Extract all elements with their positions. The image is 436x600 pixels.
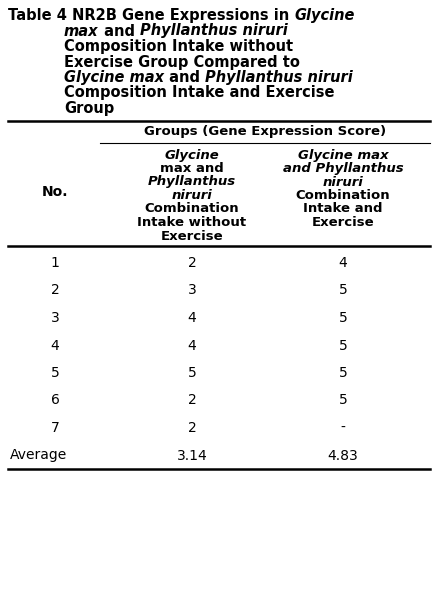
Text: Glycine max: Glycine max xyxy=(298,148,388,161)
Text: 5: 5 xyxy=(187,366,196,380)
Text: 5: 5 xyxy=(51,366,59,380)
Text: 1: 1 xyxy=(51,256,59,270)
Text: 4: 4 xyxy=(187,311,196,325)
Text: 2: 2 xyxy=(187,394,196,407)
Text: Exercise: Exercise xyxy=(312,216,375,229)
Text: 2: 2 xyxy=(187,256,196,270)
Text: niruri: niruri xyxy=(323,175,363,188)
Text: 3.14: 3.14 xyxy=(177,449,208,463)
Text: 2: 2 xyxy=(187,421,196,435)
Text: Table 4 NR2B Gene Expressions in: Table 4 NR2B Gene Expressions in xyxy=(8,8,294,23)
Text: 4: 4 xyxy=(339,256,347,270)
Text: Exercise: Exercise xyxy=(161,229,223,242)
Text: Combination: Combination xyxy=(296,189,390,202)
Text: Average: Average xyxy=(10,449,67,463)
Text: and Phyllanthus: and Phyllanthus xyxy=(283,162,403,175)
Text: 4.83: 4.83 xyxy=(327,449,358,463)
Text: 5: 5 xyxy=(339,366,347,380)
Text: Groups (Gene Expression Score): Groups (Gene Expression Score) xyxy=(144,125,386,139)
Text: and: and xyxy=(164,70,205,85)
Text: 3: 3 xyxy=(51,311,59,325)
Text: Combination: Combination xyxy=(145,202,239,215)
Text: Composition Intake and Exercise: Composition Intake and Exercise xyxy=(64,85,334,100)
Text: niruri: niruri xyxy=(172,189,212,202)
Text: max and: max and xyxy=(160,162,224,175)
Text: 2: 2 xyxy=(51,283,59,298)
Text: and: and xyxy=(99,23,140,38)
Text: No.: No. xyxy=(42,185,68,199)
Text: Composition Intake without: Composition Intake without xyxy=(64,39,293,54)
Text: 5: 5 xyxy=(339,338,347,352)
Text: Glycine: Glycine xyxy=(294,8,355,23)
Text: 4: 4 xyxy=(51,338,59,352)
Text: Group: Group xyxy=(64,101,114,116)
Text: Phyllanthus niruri: Phyllanthus niruri xyxy=(140,23,287,38)
Text: Exercise Group Compared to: Exercise Group Compared to xyxy=(64,55,300,70)
Text: 5: 5 xyxy=(339,283,347,298)
Text: 7: 7 xyxy=(51,421,59,435)
Text: 5: 5 xyxy=(339,311,347,325)
Text: Intake without: Intake without xyxy=(137,216,247,229)
Text: Intake and: Intake and xyxy=(303,202,383,215)
Text: max: max xyxy=(64,23,99,38)
Text: -: - xyxy=(341,421,345,435)
Text: 4: 4 xyxy=(187,338,196,352)
Text: Glycine max: Glycine max xyxy=(64,70,164,85)
Text: 5: 5 xyxy=(339,394,347,407)
Text: Phyllanthus niruri: Phyllanthus niruri xyxy=(205,70,353,85)
Text: 3: 3 xyxy=(187,283,196,298)
Text: Glycine: Glycine xyxy=(165,148,219,161)
Text: Phyllanthus: Phyllanthus xyxy=(148,175,236,188)
Text: 6: 6 xyxy=(51,394,59,407)
